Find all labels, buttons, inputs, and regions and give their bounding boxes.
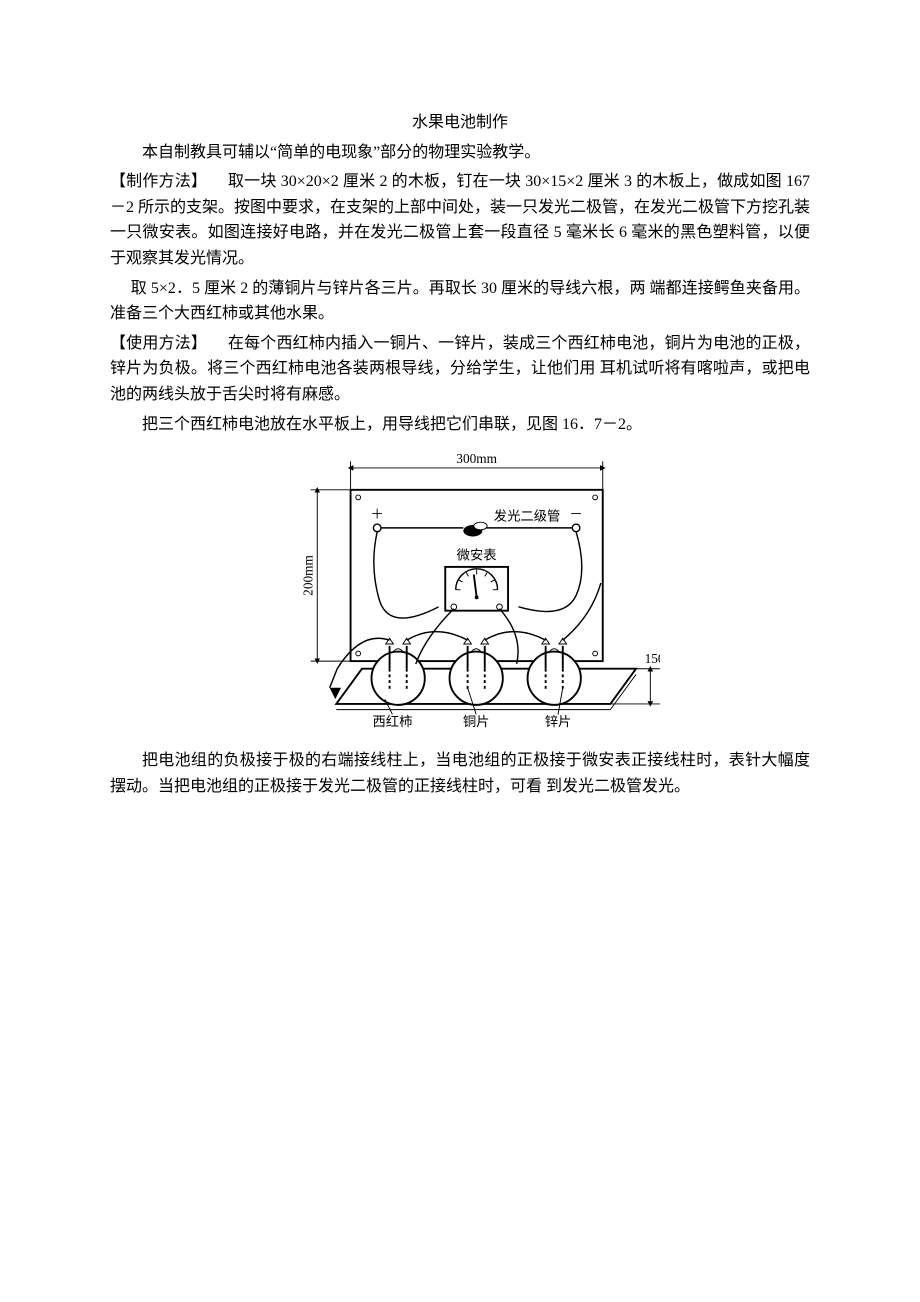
svg-text:＋: ＋ (371, 506, 384, 521)
svg-text:－: － (569, 506, 582, 521)
usage-paragraph-1: 【使用方法】 在每个西红柿内插入一铜片、一锌片，装成三个西红柿电池，铜片为电池的… (110, 331, 810, 408)
svg-text:150mm: 150mm (645, 651, 660, 666)
method-label: 【制作方法】 (110, 173, 207, 190)
method-paragraph-1: 【制作方法】 取一块 30×20×2 厘米 2 的木板，钉在一块 30×15×2… (110, 169, 810, 271)
document-page: 水果电池制作 本自制教具可辅以“简单的电现象”部分的物理实验教学。 【制作方法】… (0, 0, 920, 799)
svg-text:铜片: 铜片 (463, 714, 490, 729)
intro-paragraph: 本自制教具可辅以“简单的电现象”部分的物理实验教学。 (110, 140, 810, 166)
usage-label: 【使用方法】 (110, 335, 207, 352)
svg-text:发光二级管: 发光二级管 (494, 508, 561, 523)
svg-text:锌片: 锌片 (545, 714, 572, 729)
page-title: 水果电池制作 (110, 110, 810, 136)
svg-text:200mm: 200mm (301, 555, 316, 596)
method-paragraph-2: 取 5×2．5 厘米 2 的薄铜片与锌片各三片。再取长 30 厘米的导线六根，两… (110, 276, 810, 327)
usage-paragraph-2: 把三个西红柿电池放在水平板上，用导线把它们串联，见图 16．7－2。 (110, 412, 810, 438)
svg-text:微安表: 微安表 (457, 547, 497, 562)
result-paragraph: 把电池组的负极接于极的右端接线柱上，当电池组的正极接于微安表正接线柱时，表针大幅… (110, 748, 810, 799)
svg-text:西红柿: 西红柿 (372, 713, 412, 729)
usage-text-1: 在每个西红柿内插入一铜片、一锌片，装成三个西红柿电池，铜片为电池的正极，锌片为负… (110, 335, 810, 403)
method-text-1: 取一块 30×20×2 厘米 2 的木板，钉在一块 30×15×2 厘米 3 的… (110, 173, 810, 267)
circuit-diagram: 300mm 200mm ＋ 发光二级管 － 微安表 150mm 西红柿 铜片 锌片 (260, 447, 660, 742)
diagram-container: 300mm 200mm ＋ 发光二级管 － 微安表 150mm 西红柿 铜片 锌片 (110, 447, 810, 742)
svg-text:300mm: 300mm (456, 451, 497, 466)
